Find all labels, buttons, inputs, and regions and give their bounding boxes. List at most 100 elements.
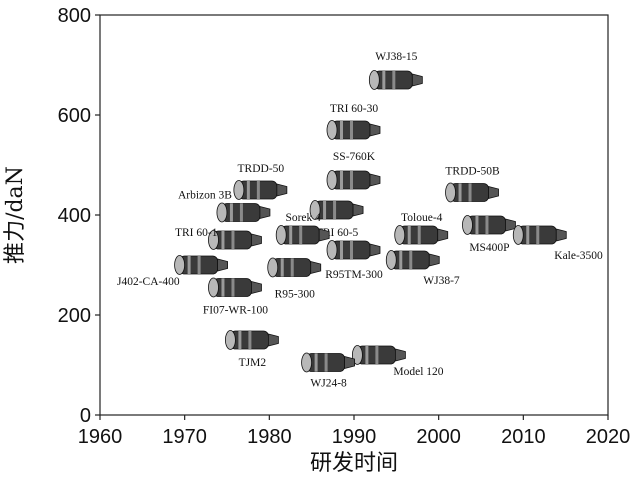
engine-band <box>197 256 201 274</box>
engine-point: Model 120 <box>351 345 444 378</box>
engine-band <box>365 346 369 364</box>
engine-band <box>485 216 489 234</box>
engine-nozzle <box>276 183 288 197</box>
engine-band <box>536 226 540 244</box>
engine-band <box>289 226 293 244</box>
engine-point: WJ38-15 <box>368 51 423 90</box>
engine-nozzle <box>369 173 381 187</box>
engine-point: Sorek 4 <box>275 212 330 245</box>
engine-point: Arbizon 3B <box>178 190 271 223</box>
engine-band <box>375 346 379 364</box>
engine-nozzle <box>344 355 356 370</box>
point-label: TRDD-50 <box>238 163 285 175</box>
engine-band <box>350 241 353 259</box>
engine-intake <box>275 225 287 245</box>
engine-intake <box>216 202 228 223</box>
point-label: MS400P <box>469 242 509 254</box>
x-tick-label: 1980 <box>247 426 292 448</box>
engine-band <box>290 258 294 277</box>
point-label: R95-300 <box>275 289 316 301</box>
y-tick-label: 800 <box>58 5 91 27</box>
engine-point: WJ38-7 <box>385 250 460 287</box>
engine-point: SS-760K <box>326 151 381 190</box>
engine-nozzle <box>310 260 322 275</box>
x-axis-title: 研发时间 <box>310 451 398 476</box>
point-label: TJM2 <box>239 357 267 369</box>
point-label: Toloue-4 <box>401 212 443 224</box>
engine-band <box>458 183 462 202</box>
engine-intake <box>326 120 338 140</box>
point-label: WJ24-8 <box>310 378 347 390</box>
engine-band <box>333 201 337 219</box>
point-label: TRDD-50B <box>445 166 500 178</box>
engine-point: MS400P <box>462 215 516 254</box>
engine-band <box>350 121 353 139</box>
engine-nozzle <box>369 123 381 137</box>
engine-band <box>314 353 318 372</box>
engine-intake <box>309 200 321 220</box>
engine-intake <box>394 225 406 245</box>
point-label: TRI 60-30 <box>330 103 378 115</box>
engine-band <box>246 181 250 199</box>
engine-intake <box>445 182 456 203</box>
engine-band <box>392 71 396 89</box>
x-tick-label: 2000 <box>416 426 461 448</box>
engine-band <box>407 226 411 244</box>
point-label: R95TM-300 <box>325 269 383 281</box>
engine-intake <box>512 225 524 245</box>
engine-nozzle <box>217 258 229 272</box>
point-label: Arbizon 3B <box>178 190 232 202</box>
x-tick-label: 2020 <box>586 426 631 448</box>
point-label: J402-CA-400 <box>117 276 180 288</box>
engine-band <box>229 203 233 222</box>
axis-ticks: 1960 1970 1980 1990 2000 2010 2020 0 200 400 600 80… <box>58 5 631 448</box>
engine-nozzle <box>369 243 381 257</box>
y-tick-label: 200 <box>58 305 91 327</box>
point-label: Model 120 <box>393 366 443 378</box>
engine-nozzle <box>259 205 271 220</box>
engine-point: Toloue-4 <box>394 212 449 245</box>
engine-point: FI07-WR-100 <box>203 277 268 317</box>
engine-band <box>475 216 479 234</box>
engine-nozzle <box>251 233 262 247</box>
engine-intake <box>224 330 236 350</box>
engine-intake <box>208 277 219 298</box>
engine-band <box>221 231 225 249</box>
engine-intake <box>462 215 473 235</box>
engine-nozzle <box>267 333 279 347</box>
engine-band <box>239 203 243 222</box>
engine-band <box>323 201 327 219</box>
engine-band <box>409 251 413 269</box>
data-points: WJ38-15 TRI 60-30 SS-760K TRDD-50 TRDD-50B Ar… <box>117 51 603 390</box>
engine-band <box>417 226 421 244</box>
x-tick-label: 2010 <box>501 426 546 448</box>
point-label: TRI 60-1 <box>175 227 218 239</box>
engine-band <box>340 241 343 259</box>
engine-nozzle <box>437 228 449 242</box>
engine-intake <box>174 255 186 275</box>
y-tick-label: 600 <box>58 105 91 127</box>
engine-nozzle <box>555 228 567 242</box>
engine-nozzle <box>488 185 499 200</box>
point-label: WJ38-7 <box>423 275 460 287</box>
engine-band <box>280 258 284 277</box>
engine-intake <box>301 352 313 373</box>
engine-point: WJ24-8 <box>301 352 356 390</box>
engine-nozzle <box>411 73 423 87</box>
engine-band <box>468 183 472 202</box>
y-axis-title: 推力/daN <box>3 166 28 264</box>
engine-point: TRI 60-5 <box>309 200 364 239</box>
engine-band <box>231 278 235 297</box>
engine-band <box>256 181 260 199</box>
engine-intake <box>267 257 279 278</box>
engine-point: TJM2 <box>224 330 279 369</box>
y-tick-label: 400 <box>58 205 91 227</box>
engine-point: Kale-3500 <box>512 225 603 262</box>
engine-band <box>221 278 225 297</box>
engine-band <box>187 256 191 274</box>
point-label: WJ38-15 <box>375 51 417 63</box>
engine-intake <box>326 170 338 190</box>
engine-point: R95TM-300 <box>325 240 383 281</box>
point-label: Kale-3500 <box>554 250 603 262</box>
